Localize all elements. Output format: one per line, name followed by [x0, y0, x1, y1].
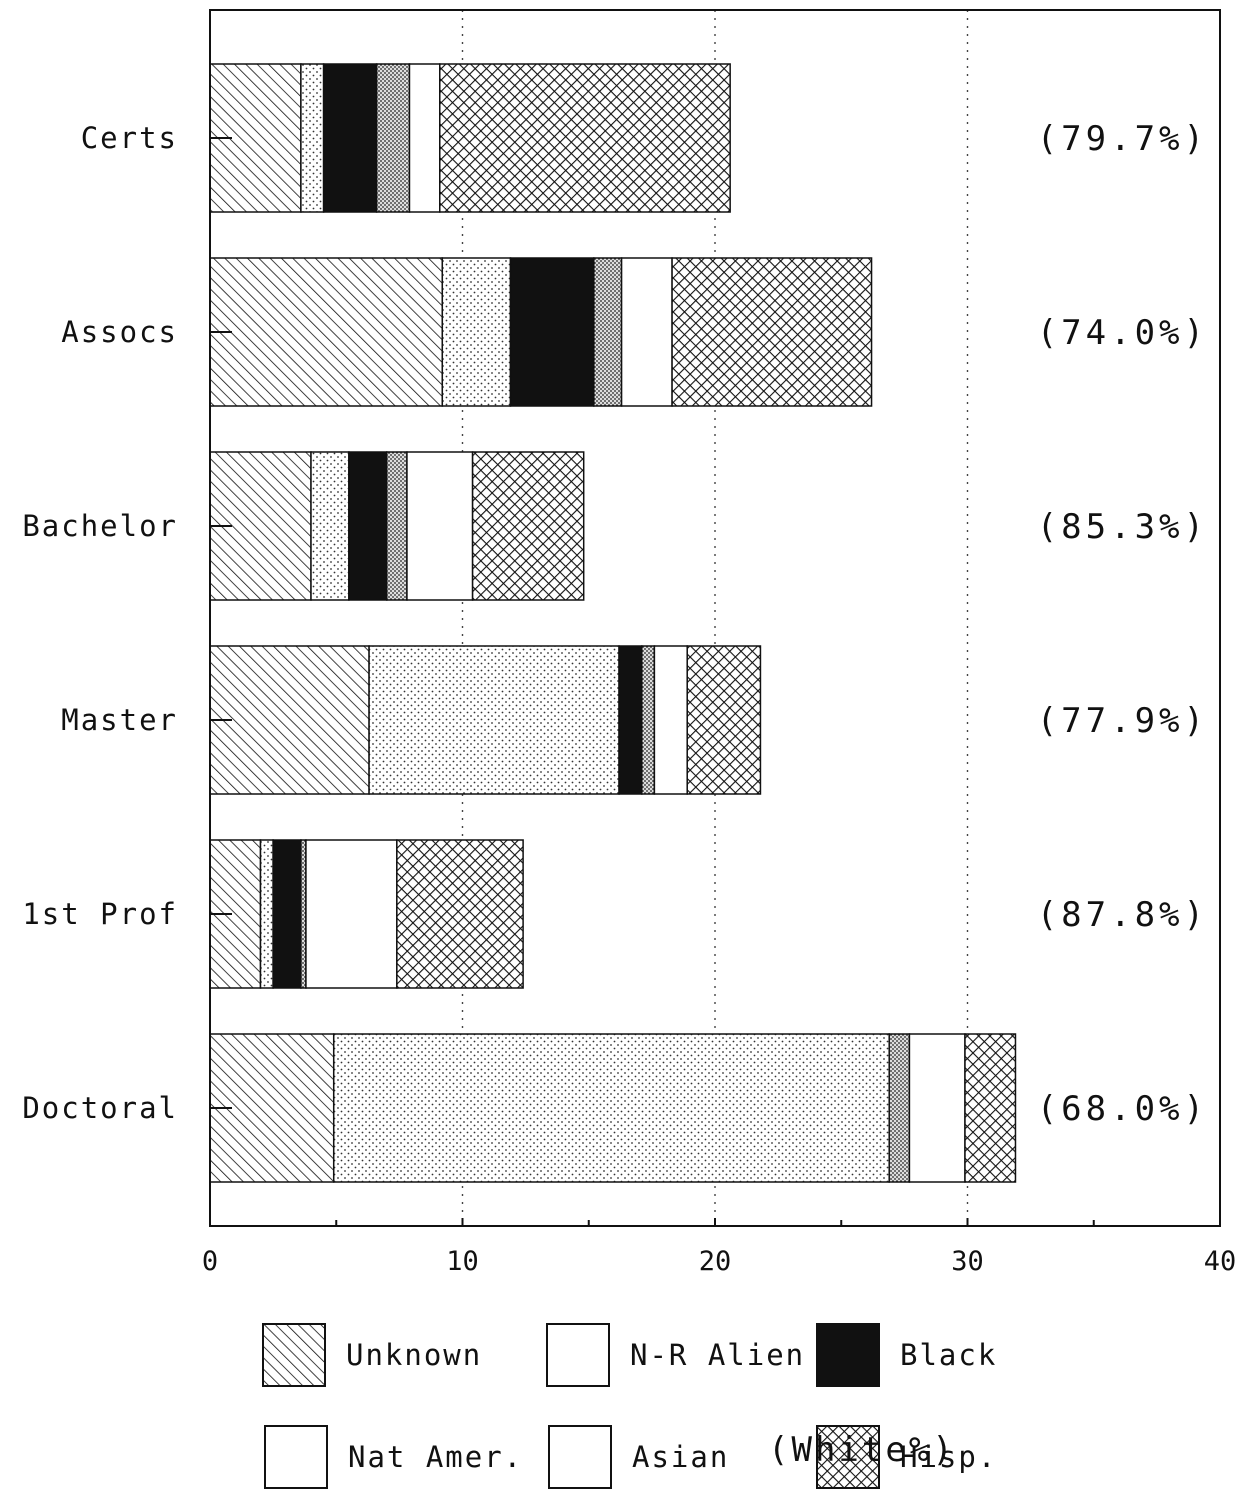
- legend-swatch-unknown: [262, 1323, 326, 1387]
- legend-label-unknown: Unknown: [346, 1338, 483, 1372]
- bar-certs-nat-amer: [375, 63, 411, 213]
- x-tick-label-10: 10: [446, 1246, 479, 1277]
- bar-master-black: [618, 645, 643, 795]
- legend-label-hisp: Hisp.: [900, 1440, 998, 1474]
- bars-group: [209, 63, 1017, 1183]
- bar-assocs-n-r-alien: [441, 257, 512, 407]
- category-label-master: Master: [61, 703, 178, 737]
- bar-bachelor-hisp: [471, 451, 585, 601]
- legend-item-asian: Asian: [548, 1424, 729, 1490]
- annotation-master: (77.9%): [1037, 701, 1208, 741]
- bar-1st-prof-nat-amer: [300, 839, 307, 989]
- bar-master-n-r-alien: [368, 645, 620, 795]
- legend-item-unknown: Unknown: [262, 1322, 482, 1388]
- x-tick-label-40: 40: [1204, 1246, 1237, 1277]
- x-tick-label-30: 30: [951, 1246, 984, 1277]
- category-label-bachelor: Bachelor: [22, 509, 178, 543]
- bar-certs-black: [322, 63, 378, 213]
- legend-item-hisp: Hisp.: [816, 1424, 997, 1490]
- bar-1st-prof-asian: [305, 839, 398, 989]
- legend-swatch-nat-amer: [264, 1425, 328, 1489]
- bar-doctoral-n-r-alien: [332, 1033, 890, 1183]
- x-axis-ticks: 0 10 20 30 40: [202, 1218, 1236, 1277]
- legend: Unknown N-R Alien Black Nat Amer. Asian …: [262, 1318, 1247, 1494]
- legend-item-black: Black: [816, 1322, 997, 1388]
- annotation-doctoral: (68.0%): [1037, 1089, 1208, 1129]
- category-label-1st-prof: 1st Prof: [22, 897, 178, 931]
- legend-item-nr-alien: N-R Alien: [546, 1322, 805, 1388]
- bar-1st-prof-n-r-alien: [259, 839, 274, 989]
- category-label-certs: Certs: [81, 121, 178, 155]
- bar-assocs-nat-amer: [593, 257, 623, 407]
- x-tick-label-0: 0: [202, 1246, 218, 1277]
- legend-label-asian: Asian: [632, 1440, 730, 1474]
- bar-bachelor-nat-amer: [386, 451, 408, 601]
- grid-lines: [461, 10, 969, 1226]
- annotation-bachelor: (85.3%): [1037, 507, 1208, 547]
- annotation-assocs: (74.0%): [1037, 313, 1208, 353]
- legend-swatch-hisp: [816, 1425, 880, 1489]
- bar-bachelor-asian: [406, 451, 474, 601]
- bar-certs-hisp: [439, 63, 731, 213]
- bar-master-hisp: [686, 645, 762, 795]
- percent-annotations: (79.7%) (74.0%) (85.3%) (77.9%) (87.8%) (68.0…: [1037, 119, 1208, 1129]
- bar-assocs-black: [509, 257, 595, 407]
- legend-label-black: Black: [900, 1338, 998, 1372]
- category-label-assocs: Assocs: [61, 315, 178, 349]
- category-labels: Certs Assocs Bachelor Master 1st Prof Doctora…: [22, 121, 232, 1125]
- bar-assocs-asian: [620, 257, 673, 407]
- bar-master-asian: [653, 645, 688, 795]
- legend-label-nr-alien: N-R Alien: [630, 1338, 806, 1372]
- bar-master-unknown: [209, 645, 370, 795]
- bar-1st-prof-black: [272, 839, 302, 989]
- legend-swatch-asian: [548, 1425, 612, 1489]
- legend-item-nat-amer: Nat Amer.: [264, 1424, 523, 1490]
- category-label-doctoral: Doctoral: [22, 1091, 178, 1125]
- legend-swatch-black: [816, 1323, 880, 1387]
- annotation-certs: (79.7%): [1037, 119, 1208, 159]
- bar-bachelor-n-r-alien: [310, 451, 350, 601]
- bar-1st-prof-hisp: [396, 839, 524, 989]
- legend-swatch-nr-alien: [546, 1323, 610, 1387]
- x-tick-label-20: 20: [699, 1246, 732, 1277]
- annotation-1st-prof: (87.8%): [1037, 895, 1208, 935]
- bar-doctoral-nat-amer: [888, 1033, 911, 1183]
- bar-doctoral-hisp: [964, 1033, 1017, 1183]
- bar-master-nat-amer: [641, 645, 656, 795]
- bar-assocs-unknown: [209, 257, 444, 407]
- bar-assocs-hisp: [671, 257, 873, 407]
- bar-doctoral-asian: [908, 1033, 966, 1183]
- bar-bachelor-black: [348, 451, 388, 601]
- bar-certs-asian: [408, 63, 441, 213]
- bar-certs-n-r-alien: [300, 63, 325, 213]
- legend-note-white-percent: (White%): [768, 1430, 956, 1470]
- legend-label-nat-amer: Nat Amer.: [348, 1440, 524, 1474]
